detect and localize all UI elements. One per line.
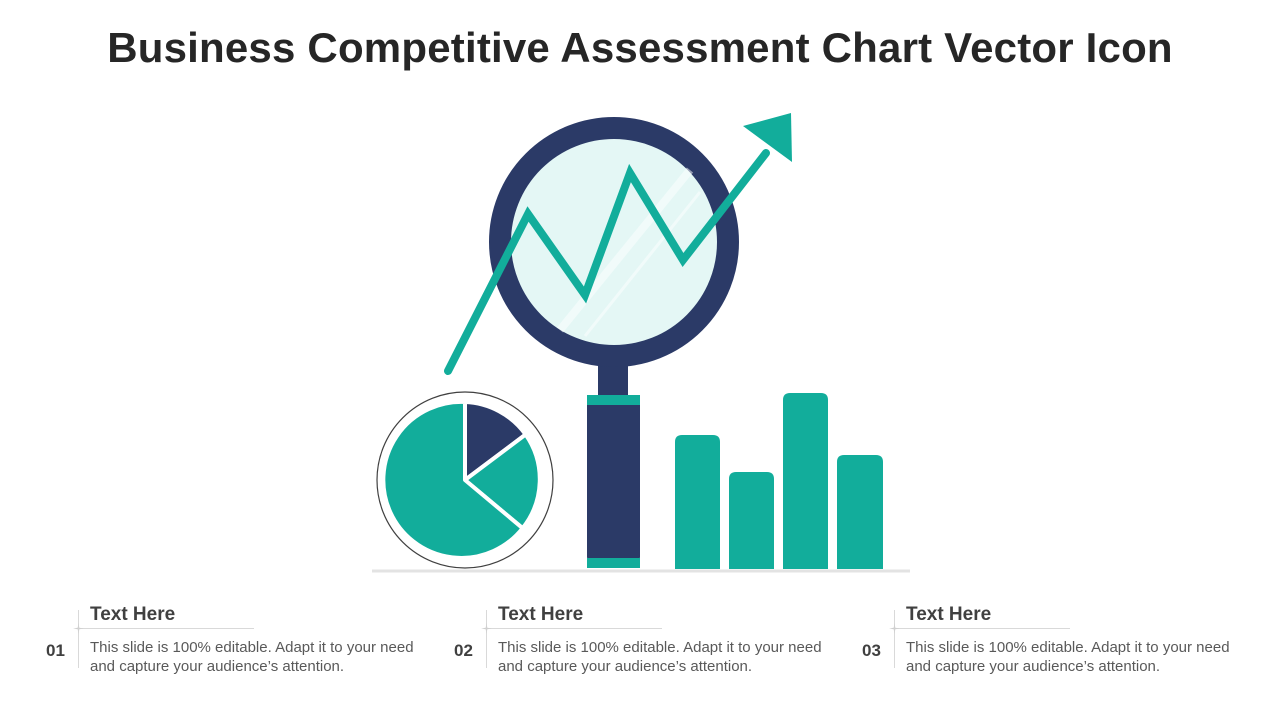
- item-number: 01: [46, 641, 65, 660]
- page-title: Business Competitive Assessment Chart Ve…: [107, 24, 1173, 71]
- divider-line: [486, 610, 487, 668]
- item-heading: Text Here: [906, 604, 992, 625]
- divider-line: [78, 610, 79, 668]
- sparkle-icon: [73, 623, 84, 634]
- magnifier-icon: [489, 117, 739, 568]
- trend-arrow-icon: [444, 113, 792, 375]
- pie-chart-icon: [376, 391, 554, 569]
- item-description: This slide is 100% editable. Adapt it to…: [90, 639, 414, 675]
- divider-line: [892, 628, 1070, 629]
- assessment-illustration: [372, 113, 910, 573]
- bar-chart-icon: [675, 393, 883, 569]
- item-heading: Text Here: [90, 604, 176, 625]
- divider-line: [76, 628, 254, 629]
- divider-line: [484, 628, 662, 629]
- text-block-2: 02 Text Here This slide is 100% editable…: [454, 600, 834, 680]
- item-number: 02: [454, 641, 473, 660]
- sparkle-icon: [481, 623, 492, 634]
- text-block-3: 03 Text Here This slide is 100% editable…: [862, 600, 1242, 680]
- item-description: This slide is 100% editable. Adapt it to…: [498, 639, 822, 675]
- sparkle-icon: [889, 623, 900, 634]
- item-number: 03: [862, 641, 881, 660]
- item-heading: Text Here: [498, 604, 584, 625]
- divider-line: [894, 610, 895, 668]
- text-block-1: 01 Text Here This slide is 100% editable…: [46, 600, 426, 680]
- item-description: This slide is 100% editable. Adapt it to…: [906, 639, 1230, 675]
